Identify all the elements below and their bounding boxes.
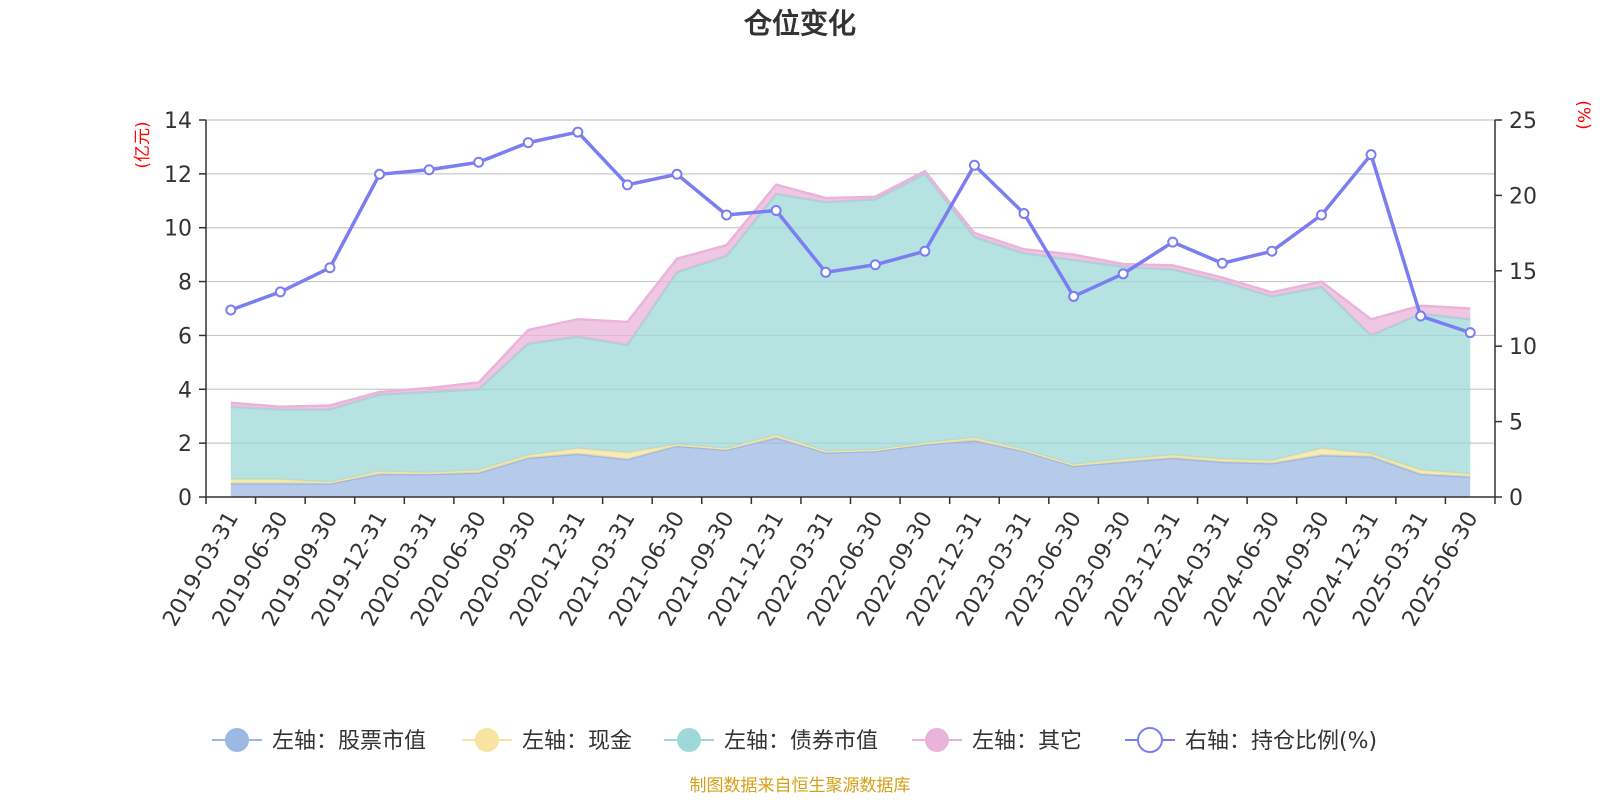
ratio-point[interactable] — [671, 168, 683, 180]
legend-marker — [475, 728, 499, 752]
legend-label: 左轴：股票市值 — [272, 729, 426, 754]
left-tick-label: 0 — [178, 486, 192, 511]
right-tick-label: 0 — [1509, 486, 1523, 511]
ratio-point[interactable] — [1167, 236, 1179, 248]
left-tick-label: 4 — [178, 378, 192, 403]
legend-label: 左轴：其它 — [972, 729, 1082, 754]
left-tick-label: 2 — [178, 432, 192, 457]
right-tick-label: 20 — [1509, 184, 1537, 209]
legend-label: 右轴：持仓比例(%) — [1185, 729, 1377, 754]
area-edge-4 — [230, 169, 1471, 409]
ratio-point[interactable] — [919, 245, 931, 257]
right-axis-unit: (%) — [1573, 100, 1593, 129]
legend-item-4[interactable]: 左轴：其它 — [912, 728, 1082, 754]
left-tick-label: 14 — [164, 109, 192, 134]
ratio-line-series — [225, 126, 1476, 339]
legend-item-2[interactable]: 左轴：现金 — [462, 728, 632, 754]
legend-item-3[interactable]: 左轴：债券市值 — [664, 728, 878, 754]
right-tick-label: 15 — [1509, 260, 1537, 285]
ratio-point[interactable] — [473, 156, 485, 168]
legend-label: 左轴：现金 — [522, 729, 632, 754]
area-series-1 — [230, 437, 1471, 497]
ratio-point[interactable] — [820, 266, 832, 278]
right-tick-label: 5 — [1509, 411, 1523, 436]
ratio-point[interactable] — [770, 204, 782, 216]
chart-title: 仓位变化 — [744, 7, 856, 40]
right-tick-label: 25 — [1509, 109, 1537, 134]
ratio-line — [230, 130, 1471, 335]
ratio-point[interactable] — [968, 159, 980, 171]
stacked-areas — [230, 169, 1471, 497]
ratio-point[interactable] — [274, 286, 286, 298]
legend[interactable]: 左轴：股票市值 左轴：现金 左轴：债券市值 左轴：其它 右轴：持仓比例(%) — [212, 727, 1377, 754]
right-tick-label: 10 — [1509, 335, 1537, 360]
ratio-point[interactable] — [721, 209, 733, 221]
ratio-point[interactable] — [1415, 310, 1427, 322]
ratio-point[interactable] — [1117, 268, 1129, 280]
source-note: 制图数据来自恒生聚源数据库 — [690, 776, 911, 796]
legend-item-5[interactable]: 右轴：持仓比例(%) — [1125, 727, 1377, 754]
left-tick-label: 8 — [178, 271, 192, 296]
left-tick-label: 10 — [164, 217, 192, 242]
ratio-point[interactable] — [1365, 149, 1377, 161]
area-series-3 — [230, 173, 1471, 483]
ratio-point[interactable] — [621, 179, 633, 191]
ratio-point[interactable] — [1216, 257, 1228, 269]
legend-marker — [225, 728, 249, 752]
ratio-point[interactable] — [225, 304, 237, 316]
ratio-point[interactable] — [374, 168, 386, 180]
ratio-point[interactable] — [522, 137, 534, 149]
ratio-point[interactable] — [1266, 245, 1278, 257]
legend-label: 左轴：债券市值 — [724, 729, 878, 754]
legend-marker — [925, 728, 949, 752]
left-axis-unit: (亿元) — [133, 121, 153, 168]
ratio-point[interactable] — [1068, 290, 1080, 302]
ratio-point[interactable] — [423, 164, 435, 176]
left-tick-label: 12 — [164, 163, 192, 188]
ratio-point[interactable] — [324, 262, 336, 274]
legend-marker — [677, 728, 701, 752]
legend-item-1[interactable]: 左轴：股票市值 — [212, 728, 426, 754]
ratio-point[interactable] — [572, 126, 584, 138]
ratio-point[interactable] — [1315, 209, 1327, 221]
left-tick-label: 6 — [178, 324, 192, 349]
legend-marker — [1137, 727, 1163, 753]
ratio-point[interactable] — [869, 259, 881, 271]
ratio-point[interactable] — [1018, 207, 1030, 219]
ratio-point[interactable] — [1464, 327, 1476, 339]
